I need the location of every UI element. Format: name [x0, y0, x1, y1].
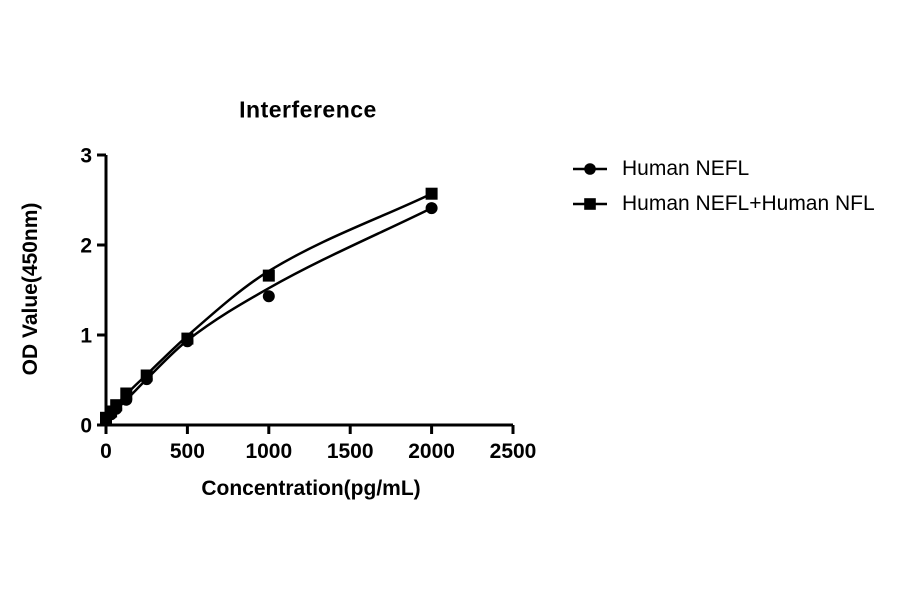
legend-entry-human-nefl-plus-nfl: Human NEFL+Human NFL [570, 192, 875, 215]
y-tick-label: 2 [80, 235, 92, 258]
data-point-square [181, 332, 194, 345]
x-tick-label: 1000 [245, 440, 292, 463]
legend-label-human-nefl: Human NEFL [622, 157, 750, 180]
data-point-square [140, 369, 153, 382]
axes [104, 155, 513, 427]
x-tick-label: 2500 [490, 440, 537, 463]
data-point-circle [262, 290, 275, 303]
y-tick-label: 1 [80, 325, 92, 348]
legend-entry-human-nefl: Human NEFL [570, 157, 875, 180]
data-point-square [120, 387, 133, 400]
data-point-square [110, 399, 123, 412]
data-point-circle [425, 202, 438, 215]
x-tick-label: 1500 [327, 440, 374, 463]
data-point-square [425, 187, 438, 200]
chart-title: Interference [239, 96, 377, 123]
x-tick-label: 0 [100, 440, 112, 463]
legend-circle-marker-icon [573, 163, 607, 175]
data-point-square [262, 269, 275, 282]
x-axis-title: Concentration(pg/mL) [201, 477, 421, 500]
legend-square-marker-icon [573, 198, 607, 210]
fit-curve-0 [105, 206, 433, 422]
x-tick-label: 500 [170, 440, 205, 463]
legend-label-human-nefl-plus-nfl: Human NEFL+Human NFL [622, 192, 875, 215]
x-tick-label: 2000 [408, 440, 455, 463]
y-tick-label: 3 [80, 145, 92, 168]
y-tick-label: 0 [80, 415, 92, 438]
fit-curve-1 [105, 192, 433, 420]
legend: Human NEFL Human NEFL+Human NFL [570, 157, 875, 215]
